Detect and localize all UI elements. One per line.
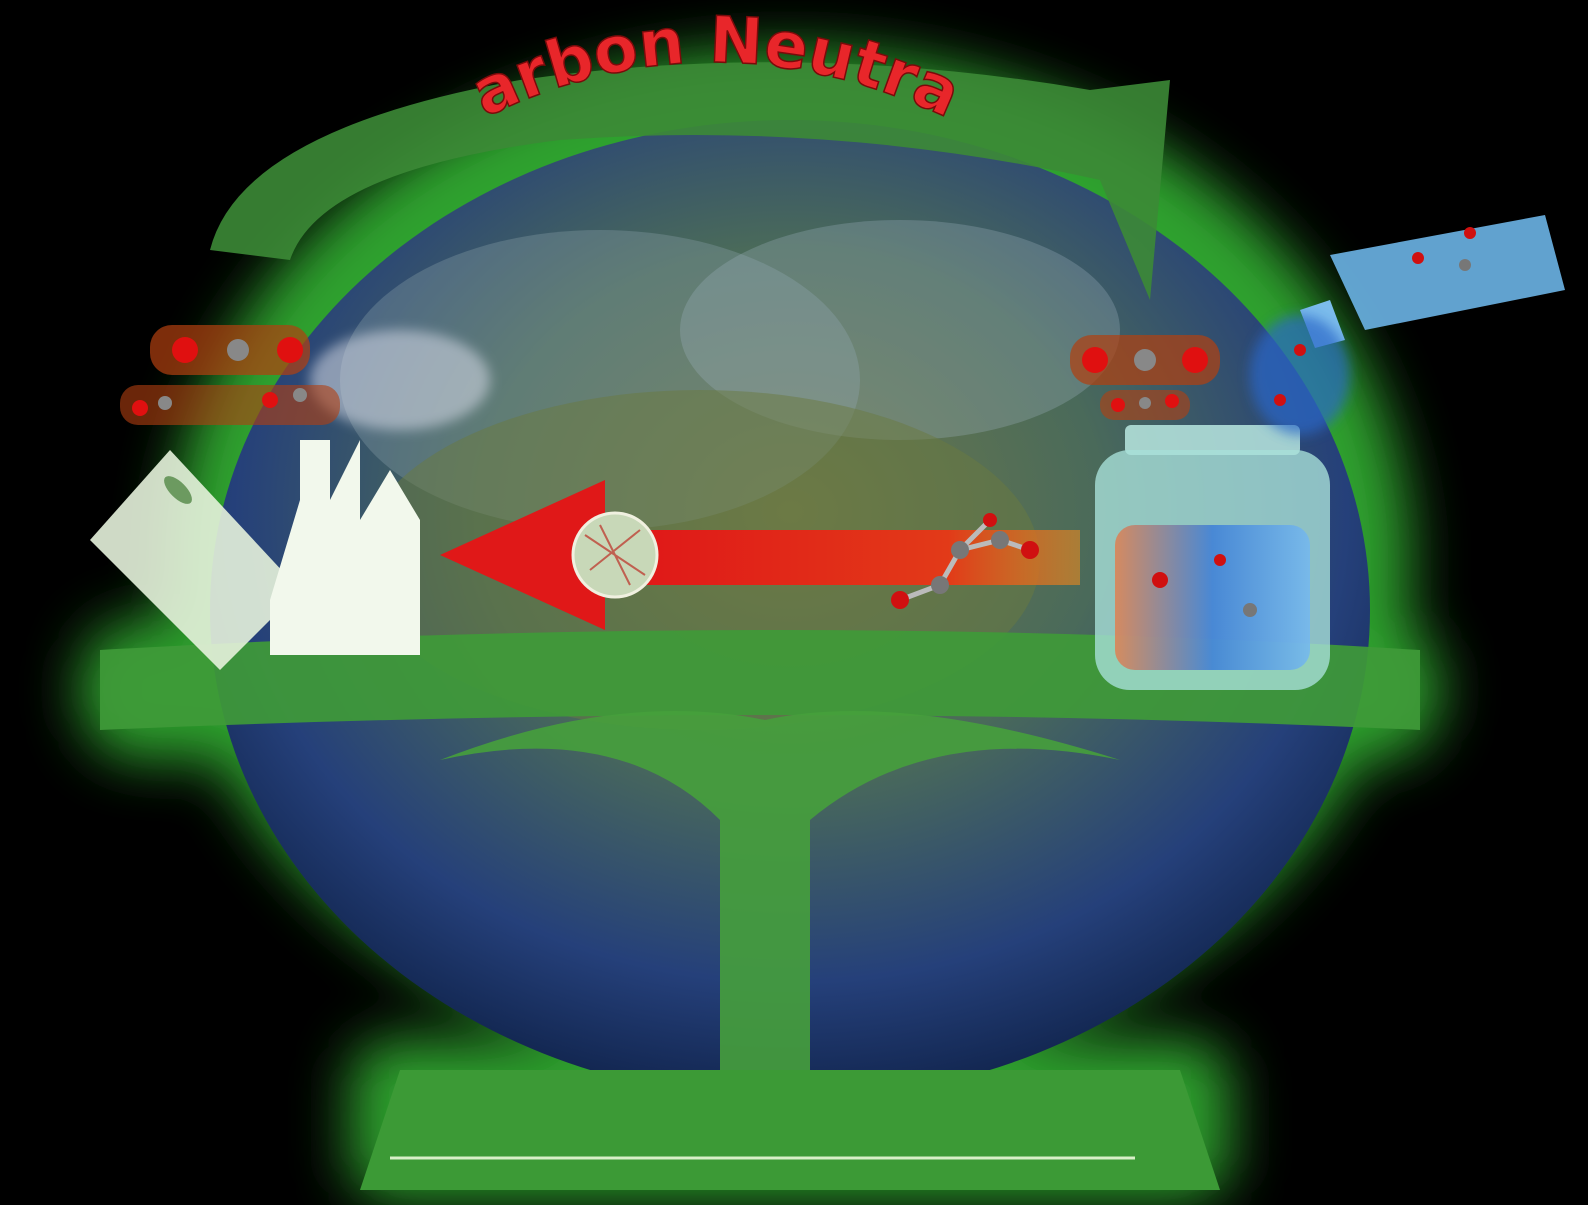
carbon — [991, 531, 1009, 549]
molecule-atom — [1214, 554, 1226, 566]
scale-pillar — [440, 711, 1120, 1070]
oxygen — [1082, 347, 1108, 373]
oxygen — [891, 591, 909, 609]
oxygen — [1165, 394, 1179, 408]
bottle — [1250, 215, 1565, 435]
cutting-board — [90, 450, 300, 670]
cycle-arrow — [210, 62, 1170, 300]
smoke — [310, 330, 490, 430]
arrow-shaft — [640, 530, 1080, 585]
co2-left — [120, 325, 340, 425]
fibers — [584, 524, 646, 586]
bottle-body — [1330, 215, 1565, 330]
carbon — [931, 576, 949, 594]
oxygen — [1182, 347, 1208, 373]
carbon — [158, 396, 172, 410]
molecule-atom — [1464, 227, 1476, 239]
carbon — [1134, 349, 1156, 371]
co2-right — [1070, 335, 1220, 420]
oxygen — [262, 392, 278, 408]
jar — [1095, 425, 1330, 690]
oxygen — [1111, 398, 1125, 412]
molecule-atom — [1274, 394, 1286, 406]
oxygen — [983, 513, 997, 527]
carbon — [951, 541, 969, 559]
oxygen — [1021, 541, 1039, 559]
factory-group — [90, 330, 490, 670]
arrow-head — [440, 480, 605, 630]
molecule-atom — [1294, 344, 1306, 356]
scale-beam — [100, 630, 1420, 730]
molecule-atom — [1152, 572, 1168, 588]
spill — [1250, 315, 1350, 435]
jar-contents — [1115, 525, 1310, 670]
board-handle — [164, 476, 192, 504]
carbon — [227, 339, 249, 361]
oxygen — [172, 337, 198, 363]
molecule-atom — [1243, 603, 1257, 617]
molecule-atom — [1459, 259, 1471, 271]
cloud — [680, 220, 1120, 440]
carbon — [293, 388, 307, 402]
factory — [270, 440, 420, 655]
molecule-atom — [1412, 252, 1424, 264]
oxygen — [277, 337, 303, 363]
acid-molecule — [891, 513, 1039, 609]
oxygen — [132, 400, 148, 416]
co2-glow — [120, 385, 340, 425]
jar-lid — [1125, 425, 1300, 455]
scale-base — [360, 1070, 1220, 1190]
carbon — [1139, 397, 1151, 409]
